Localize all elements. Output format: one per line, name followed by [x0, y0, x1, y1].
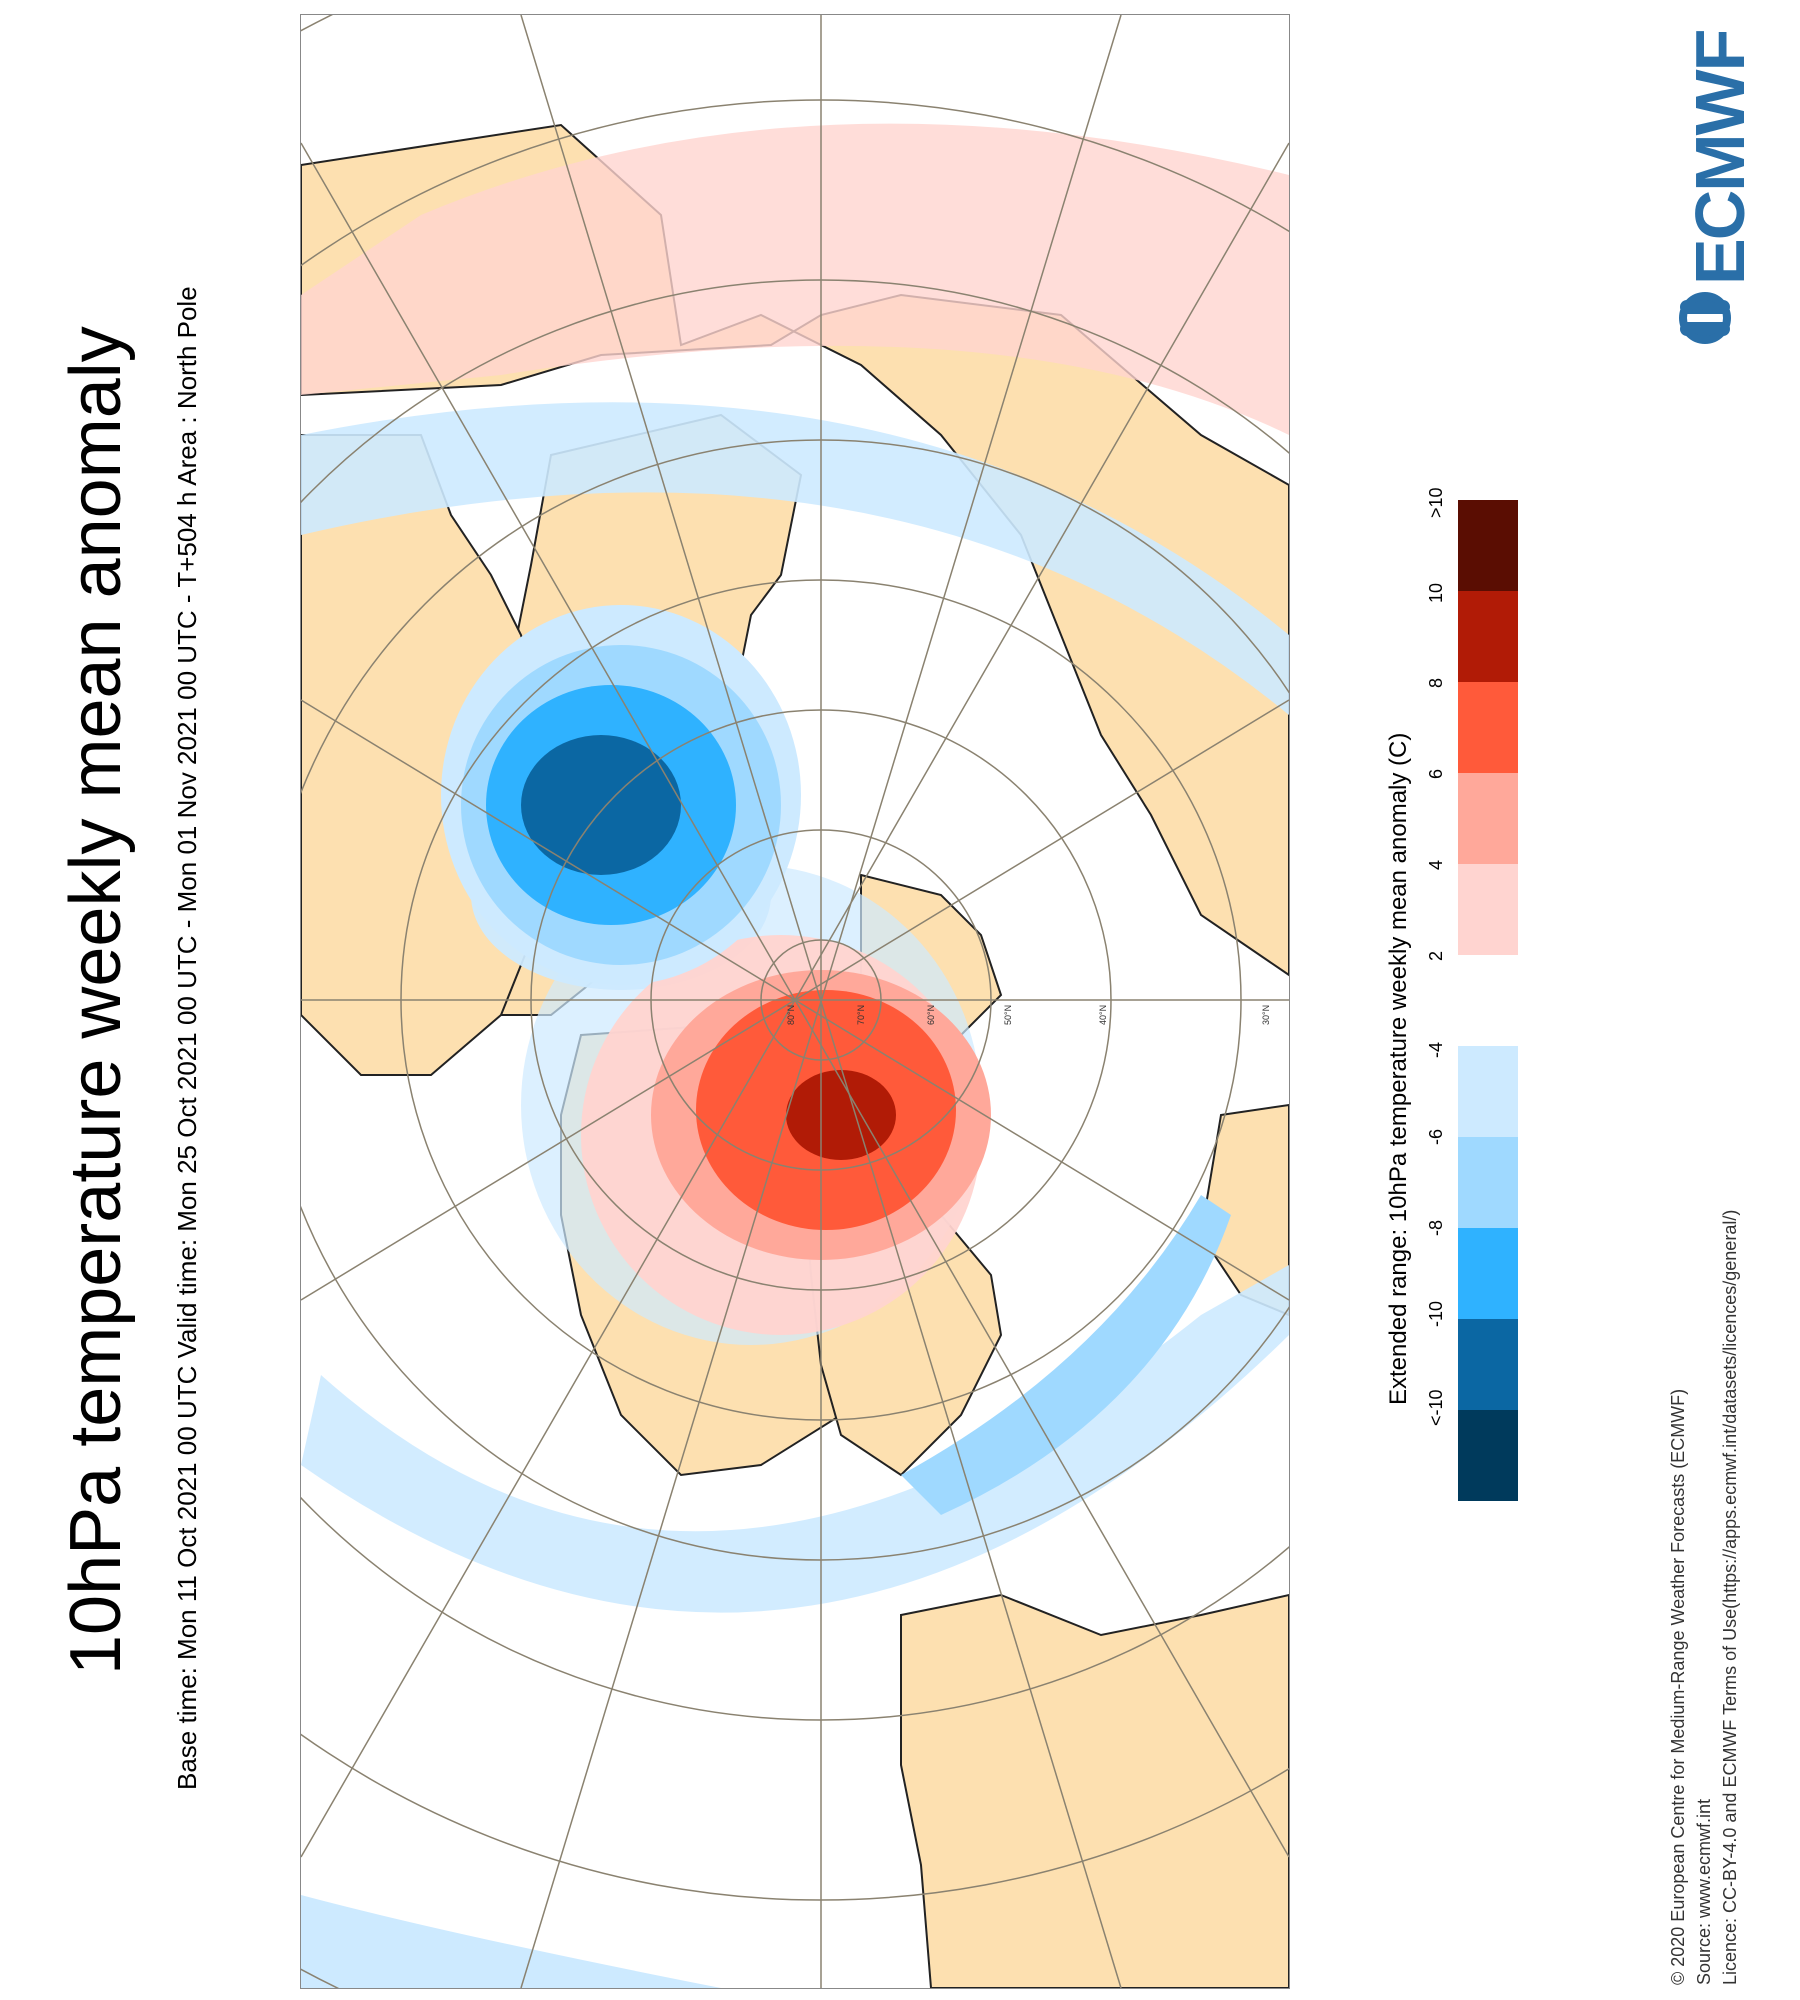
lat-label: 30°N: [1261, 1005, 1271, 1025]
swatch-m4-m6: [1458, 1137, 1518, 1228]
colorbar-tick: -8: [1426, 1219, 1446, 1236]
swatch-4-6: [1458, 773, 1518, 864]
colorbar-tick: -10: [1426, 1300, 1446, 1327]
colorbar-tick: 10: [1426, 582, 1446, 603]
swatch-6-8: [1458, 682, 1518, 773]
credits: © 2020 European Centre for Medium-Range …: [1665, 885, 1743, 1985]
colorbar-tick: 4: [1426, 859, 1446, 870]
credits-source: Source: www.ecmwf.int: [1694, 1798, 1714, 1985]
colorbar-tick: <-10: [1426, 1389, 1446, 1426]
swatch-10-plus: [1458, 500, 1518, 591]
colorbar-tick: 2: [1426, 950, 1446, 961]
colorbar-title: Extended range: 10hPa temperature weekly…: [1385, 732, 1412, 1405]
swatch-2-4: [1458, 864, 1518, 955]
map-title: 10hPa temperature weekly mean anomaly: [56, 326, 136, 1675]
ecmwf-logo-icon: [1679, 292, 1731, 344]
colorbar-tick: 8: [1426, 677, 1446, 688]
colorbar-tick: 6: [1426, 768, 1446, 779]
swatch-m10-minus: [1458, 1410, 1518, 1501]
map-subtitle: Base time: Mon 11 Oct 2021 00 UTC Valid …: [172, 286, 202, 1790]
lat-label: 40°N: [1098, 1005, 1108, 1025]
latitude-labels: 80°N 70°N 60°N 50°N 40°N 30°N: [786, 1005, 1271, 1025]
ecmwf-logo-text: ECMWF: [1681, 30, 1759, 285]
lat-label: 70°N: [856, 1005, 866, 1025]
lat-label: 60°N: [926, 1005, 936, 1025]
lat-label: 80°N: [786, 1005, 796, 1025]
lat-label: 50°N: [1003, 1005, 1013, 1025]
map-svg: 80°N 70°N 60°N 50°N 40°N 30°N: [301, 15, 1289, 1988]
swatch-m2-m4: [1458, 1046, 1518, 1137]
colorbar-tick: -4: [1426, 1041, 1446, 1058]
anomaly-fields: [301, 123, 1289, 1988]
swatch-m8-m10: [1458, 1319, 1518, 1410]
swatch-m6-m8: [1458, 1228, 1518, 1319]
graticule: [301, 15, 1289, 1988]
colorbar: [1458, 500, 1518, 1501]
credits-copyright: © 2020 European Centre for Medium-Range …: [1668, 1388, 1688, 1985]
polar-map: 80°N 70°N 60°N 50°N 40°N 30°N: [300, 14, 1290, 1989]
colorbar-tick: >10: [1426, 487, 1446, 518]
swatch-8-10: [1458, 591, 1518, 682]
colorbar-tick: -6: [1426, 1128, 1446, 1145]
credits-licence: Licence: CC-BY-4.0 and ECMWF Terms of Us…: [1720, 1209, 1740, 1985]
